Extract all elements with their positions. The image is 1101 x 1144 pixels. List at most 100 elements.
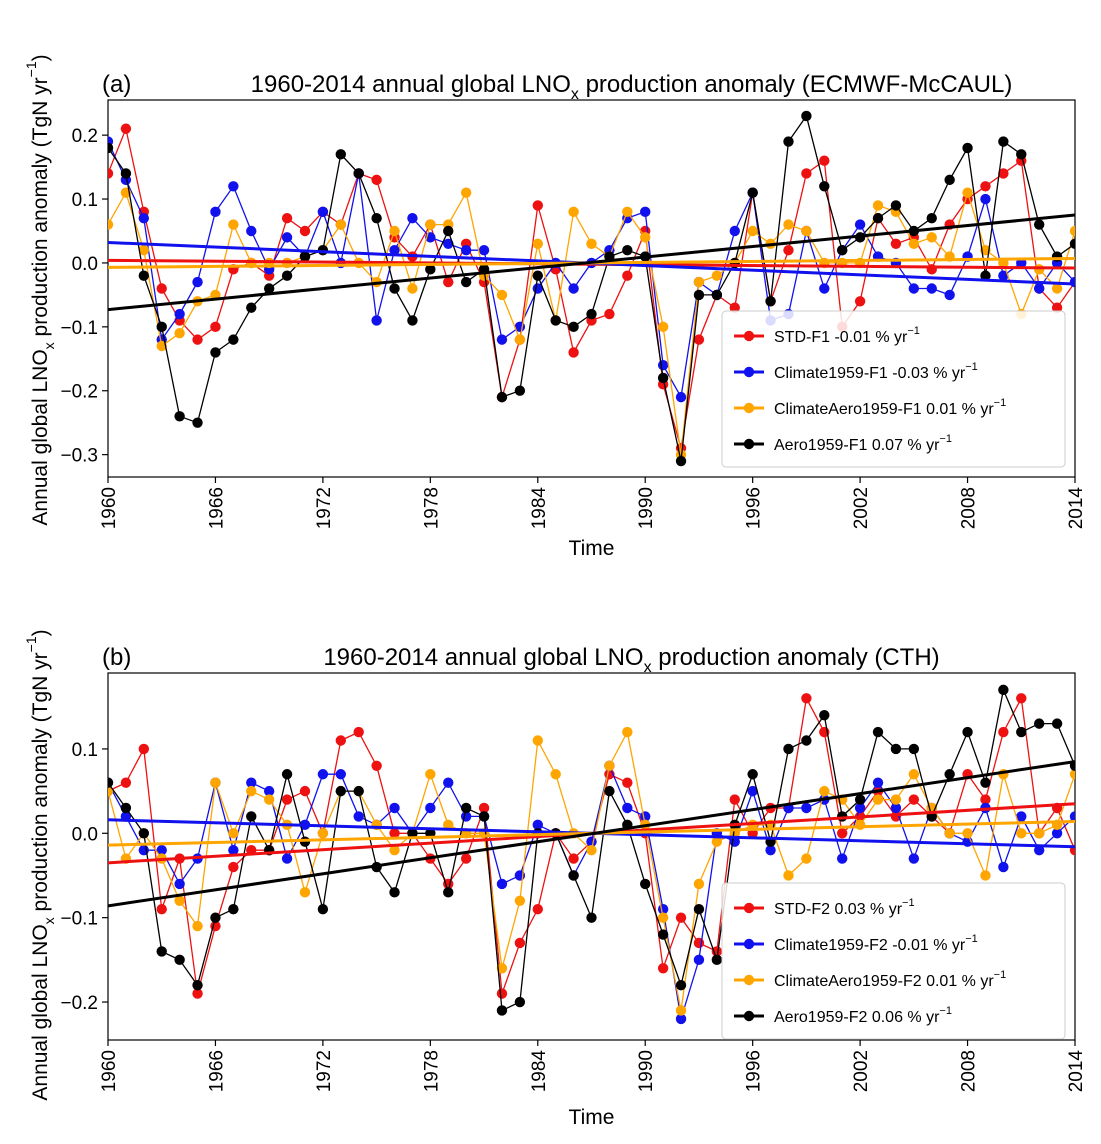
data-point-aero_climate (801, 853, 812, 864)
data-point-aero (156, 321, 167, 333)
data-point-aero (478, 811, 490, 822)
data-point-climate (1033, 283, 1045, 294)
data-point-std (819, 155, 830, 166)
data-point-aero (281, 769, 293, 780)
data-point-climate (371, 315, 382, 326)
data-point-std (156, 283, 167, 294)
data-point-climate (335, 769, 346, 780)
data-point-aero_climate (693, 276, 705, 288)
legend-label: Aero1959-F2 0.06 % yr−1 (774, 1005, 952, 1026)
data-point-aero (675, 455, 687, 467)
data-point-aero (1051, 718, 1063, 729)
data-point-aero_climate (675, 1005, 687, 1016)
x-axis-label: Time (569, 1106, 615, 1129)
data-point-aero_climate (944, 828, 955, 839)
data-point-aero (657, 929, 669, 940)
data-point-aero (854, 794, 866, 805)
legend-label: Climate1959-F1 -0.03 % yr−1 (774, 361, 978, 382)
data-point-aero (657, 372, 669, 384)
data-point-aero (783, 743, 794, 755)
data-point-aero (962, 142, 973, 154)
data-point-aero (299, 251, 311, 262)
data-point-aero_climate (496, 289, 508, 301)
data-point-std (693, 334, 705, 345)
panel-b: (b) 1960-2014 annual global LNOx producti… (60, 644, 1087, 1129)
trend-line-aero (108, 760, 1075, 908)
data-point-aero (675, 979, 687, 991)
legend-label: ClimateAero1959-F2 0.01 % yr−1 (774, 969, 1006, 990)
data-point-climate (281, 232, 293, 243)
data-point-aero (192, 417, 203, 428)
data-point-std (228, 861, 239, 873)
data-point-std (801, 168, 812, 179)
data-point-std (1016, 693, 1027, 704)
data-point-aero (926, 213, 937, 224)
data-point-climate (174, 308, 185, 320)
data-point-aero_climate (711, 270, 723, 281)
y-tick-label: −0.2 (60, 382, 98, 403)
x-tick-label: 1978 (421, 487, 442, 529)
data-point-aero_climate (389, 844, 400, 856)
data-point-climate (998, 861, 1009, 873)
data-point-aero_climate (747, 225, 758, 237)
data-point-aero (120, 802, 132, 814)
data-point-aero (801, 110, 812, 122)
data-point-climate (640, 206, 651, 218)
data-point-std (693, 937, 705, 949)
data-point-std (801, 693, 812, 704)
data-point-aero_climate (568, 206, 579, 218)
data-point-climate (281, 853, 293, 864)
data-point-aero_climate (425, 219, 436, 230)
x-tick-label: 1996 (744, 1050, 765, 1092)
data-point-aero (496, 1005, 508, 1016)
data-point-aero (407, 828, 418, 839)
data-point-aero_climate (657, 912, 669, 923)
data-point-aero (1051, 251, 1063, 262)
data-point-climate (496, 334, 508, 345)
data-point-climate (228, 181, 239, 192)
data-point-aero_climate (908, 238, 920, 249)
legend: STD-F2 0.03 % yr−1 Climate1959-F2 -0.01 %… (721, 882, 1066, 1040)
data-point-climate (496, 878, 508, 890)
data-point-std (443, 276, 454, 288)
plot-area (108, 684, 1075, 1025)
data-point-aero (353, 785, 364, 797)
x-tick-label: 2008 (959, 1050, 980, 1092)
data-point-aero (425, 264, 436, 275)
data-point-std (496, 988, 508, 999)
data-point-aero (872, 726, 884, 738)
legend-swatch-marker (743, 330, 755, 342)
data-point-aero_climate (317, 828, 329, 839)
data-point-aero (980, 270, 991, 281)
data-point-std (532, 200, 543, 211)
data-point-climate (1016, 811, 1027, 822)
data-point-aero (944, 174, 955, 186)
y-tick-label: 0.1 (72, 190, 98, 211)
data-point-aero_climate (657, 321, 669, 333)
data-point-aero (120, 168, 132, 179)
ylabel-panel-a: Annual global LNOx production anomaly (T… (23, 54, 57, 525)
data-point-climate (443, 238, 454, 249)
data-point-climate (568, 283, 579, 294)
data-point-climate (675, 391, 687, 403)
data-point-aero (962, 726, 973, 738)
data-point-std (192, 988, 203, 999)
data-point-climate (210, 206, 221, 218)
data-point-climate (854, 802, 866, 814)
data-point-aero_climate (872, 200, 884, 211)
legend-swatch-marker (743, 974, 755, 986)
data-point-aero_climate (443, 819, 454, 831)
data-point-aero (353, 168, 364, 179)
data-point-aero_climate (156, 340, 167, 352)
data-point-aero_climate (174, 895, 185, 906)
data-point-std (335, 735, 346, 746)
data-point-aero (389, 283, 400, 294)
data-point-aero_climate (210, 777, 221, 788)
data-point-aero (693, 289, 705, 301)
data-point-climate (908, 283, 920, 294)
data-point-aero_climate (1033, 264, 1045, 275)
panel-label: (a) (102, 71, 131, 98)
data-point-std (890, 238, 902, 249)
data-point-climate (156, 844, 167, 856)
